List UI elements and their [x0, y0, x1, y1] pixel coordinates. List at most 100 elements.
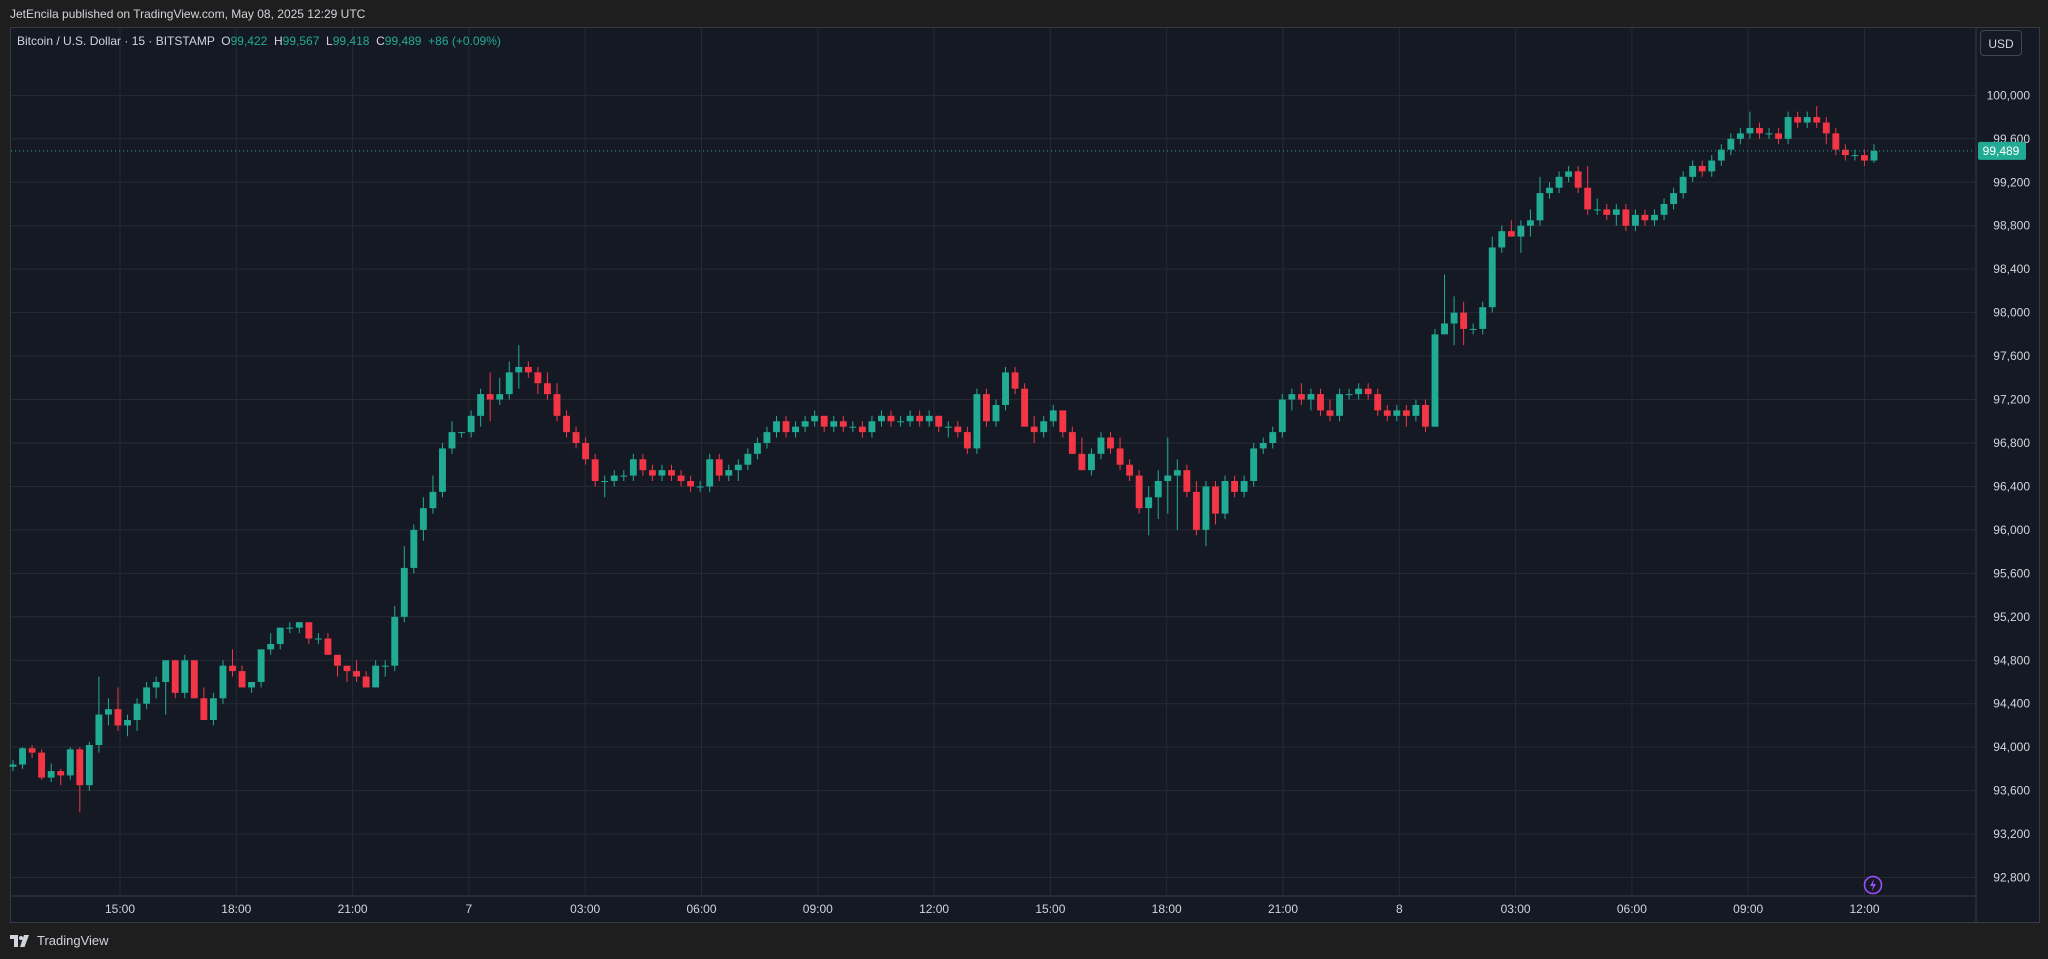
x-tick-label: 8 [1396, 902, 1403, 916]
candle-body [1402, 410, 1410, 416]
candle-body [1259, 442, 1267, 449]
candle-body [1212, 486, 1219, 514]
candlestick-chart[interactable]: 92,800 93,200 93,600 94,000 94,400 94,800 95,2… [0, 0, 2048, 923]
y-tick-label: 93,200 [1993, 827, 2030, 841]
candle-body [400, 567, 408, 617]
candle-body [248, 681, 256, 688]
candle-body [1536, 193, 1544, 221]
candle-body [419, 508, 427, 530]
candle-body [229, 665, 236, 672]
candle-body [1794, 117, 1802, 123]
candle-body [897, 421, 904, 423]
candle-body [38, 752, 46, 778]
lightning-icon[interactable] [1862, 874, 1884, 896]
candle-body [1030, 426, 1038, 433]
candle-body [639, 459, 647, 471]
candle-body [505, 372, 513, 395]
candle-body [1460, 312, 1468, 329]
y-tick-label: 100,000 [1987, 88, 2031, 102]
candle-body [19, 748, 26, 765]
x-tick-label: 15:00 [105, 902, 135, 916]
x-tick-label: 18:00 [221, 902, 251, 916]
candle-body [1689, 165, 1697, 177]
y-tick-label: 95,600 [1993, 566, 2030, 580]
candle-body [76, 749, 84, 786]
candle-body [572, 432, 580, 443]
candle-body [334, 654, 341, 666]
candle-body [238, 671, 246, 688]
candle-body [133, 703, 141, 721]
candle-body [801, 421, 809, 427]
candle-body [753, 442, 761, 454]
candle-body [1756, 127, 1763, 134]
candle-body [1822, 122, 1830, 134]
candle-body [1555, 176, 1563, 188]
candle-body [696, 486, 704, 488]
legend-high-label: H [274, 34, 283, 48]
footer-brand: TradingView [37, 933, 109, 948]
y-tick-label: 98,800 [1993, 219, 2030, 233]
candle-body [1355, 388, 1363, 395]
candle-body [362, 676, 370, 688]
candle-body [439, 448, 446, 492]
legend-close-label: C [376, 34, 385, 48]
candle-body [935, 415, 943, 427]
candle-body [1307, 394, 1315, 400]
candle-body [1813, 117, 1821, 123]
candle-body [706, 459, 714, 487]
legend-change: +86 (+0.09%) [428, 34, 501, 48]
x-tick-label: 7 [466, 902, 473, 916]
candle-body [1364, 388, 1372, 395]
candle-body [152, 681, 160, 688]
candle-body [1479, 307, 1487, 329]
currency-button[interactable]: USD [1980, 30, 2022, 56]
candle-body [1040, 421, 1048, 433]
candle-body [1832, 133, 1840, 150]
candle-body [715, 459, 723, 476]
candle-body [582, 442, 590, 460]
candle-body [1441, 323, 1448, 335]
candle-body [1297, 394, 1305, 400]
x-tick-label: 03:00 [570, 902, 600, 916]
candle-body [610, 475, 618, 482]
candle-body [448, 432, 456, 449]
candle-body [1145, 497, 1153, 509]
x-tick-label: 12:00 [1849, 902, 1879, 916]
candle-body [190, 660, 198, 699]
candle-body [849, 426, 857, 428]
candle-body [1059, 410, 1067, 433]
y-tick-label: 94,400 [1993, 697, 2030, 711]
candle-body [1546, 187, 1553, 194]
candle-body [1861, 155, 1868, 161]
candle-body [1870, 150, 1878, 161]
candle-body [725, 470, 733, 476]
candle-body [381, 665, 389, 667]
candle-body [1116, 448, 1124, 465]
candle-body [1135, 475, 1143, 509]
chart-frame[interactable] [10, 27, 2040, 923]
legend-low-label: L [326, 34, 333, 48]
candle-body [410, 529, 418, 568]
candle-body [1574, 171, 1582, 188]
candle-body [1450, 312, 1458, 324]
candle-body [744, 453, 752, 465]
candle-body [763, 432, 771, 443]
tradingview-logo[interactable]: TradingView [10, 933, 109, 948]
y-tick-label: 98,400 [1993, 262, 2030, 276]
candle-body [954, 426, 962, 433]
candle-body [200, 698, 208, 721]
candle-body [1126, 464, 1134, 476]
candle-body [1679, 176, 1687, 194]
candle-body [57, 771, 65, 776]
candle-body [1422, 404, 1429, 427]
candle-body [372, 665, 380, 688]
candle-body [486, 394, 494, 400]
candle-body [1841, 149, 1849, 156]
candle-body [124, 720, 131, 726]
candle-body [1708, 160, 1716, 172]
candle-body [105, 709, 112, 715]
candle-body [1507, 231, 1515, 237]
legend-open-label: O [221, 34, 231, 48]
candle-body [324, 638, 332, 655]
candle-body [1498, 231, 1506, 248]
